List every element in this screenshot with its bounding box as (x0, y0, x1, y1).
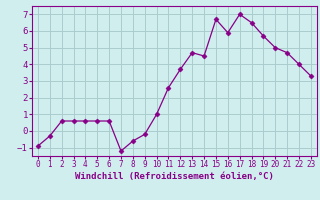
X-axis label: Windchill (Refroidissement éolien,°C): Windchill (Refroidissement éolien,°C) (75, 172, 274, 181)
